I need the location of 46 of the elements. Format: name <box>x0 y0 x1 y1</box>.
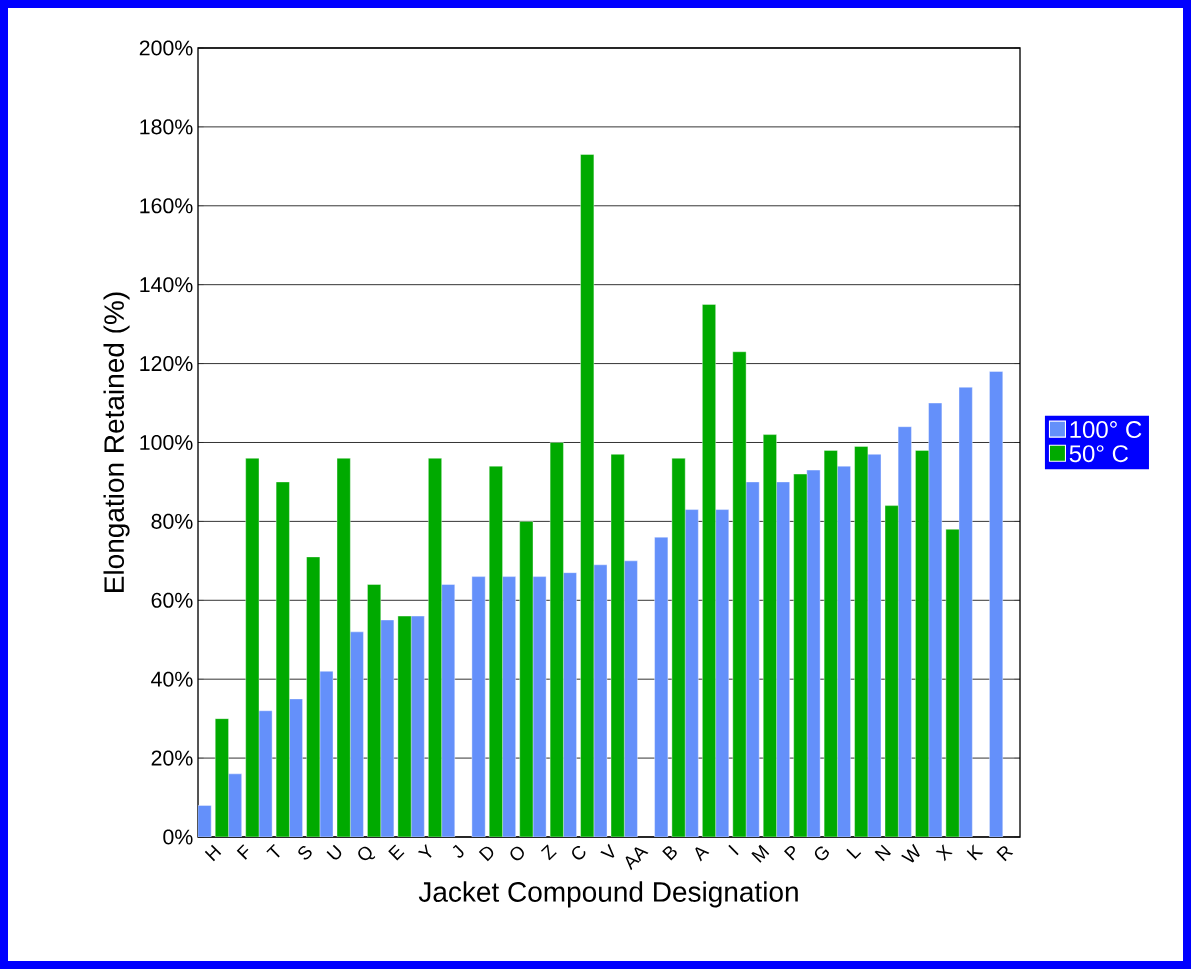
x-tick-label: V <box>600 843 615 858</box>
x-tick-label: F <box>236 844 249 860</box>
x-tick-label: L <box>846 848 862 859</box>
y-tick-label: 100% <box>140 434 193 451</box>
x-tick-label: P <box>783 845 795 861</box>
y-tick-label: 40% <box>151 671 193 687</box>
y-tick-label: 80% <box>151 513 193 529</box>
y-tick-label: 200% <box>139 40 193 56</box>
x-tick-label: N <box>874 844 891 862</box>
x-tick-label: K <box>966 844 984 861</box>
x-tick-label: G <box>814 846 829 861</box>
bar <box>198 805 212 837</box>
x-tick-label: A <box>695 847 710 862</box>
x-tick-label: C <box>572 846 586 860</box>
y-axis-title: Elongation Retained (%) <box>103 292 130 592</box>
x-tick-label: Y <box>417 843 432 858</box>
x-tick-label: D <box>478 846 494 862</box>
x-tick-label: Z <box>540 844 557 861</box>
x-tick-label: O <box>510 846 524 861</box>
x-tick-label: W <box>901 843 920 863</box>
x-axis-title: Jacket Compound Designation <box>418 881 798 908</box>
x-tick-label: M <box>751 844 770 863</box>
x-tick-label: U <box>326 844 342 860</box>
x-tick-label: X <box>935 844 953 862</box>
x-tick-label: B <box>662 846 677 861</box>
x-tick-label: AA <box>625 847 649 871</box>
x-tick-label: J <box>452 844 464 858</box>
y-tick-label: 160% <box>140 198 193 214</box>
y-tick-label: 60% <box>151 592 193 608</box>
bar <box>654 536 669 837</box>
bar <box>471 576 486 837</box>
y-tick-label: 180% <box>140 119 193 135</box>
x-tick-label: Q <box>358 846 376 861</box>
x-tick-label: H <box>204 844 222 862</box>
y-tick-label: 140% <box>140 277 193 293</box>
x-tick-label: E <box>388 844 405 861</box>
y-tick-label: 0% <box>163 829 193 845</box>
legend-label: 100° C <box>1070 421 1142 439</box>
bar <box>989 371 1003 837</box>
y-tick-label: 20% <box>151 750 193 766</box>
y-tick-label: 120% <box>140 356 193 372</box>
x-tick-label: T <box>266 843 280 858</box>
x-tick-label: R <box>996 846 1014 862</box>
x-tick-label: I <box>728 844 739 856</box>
legend-label: 50° C <box>1069 445 1129 463</box>
x-tick-label: S <box>298 845 312 860</box>
